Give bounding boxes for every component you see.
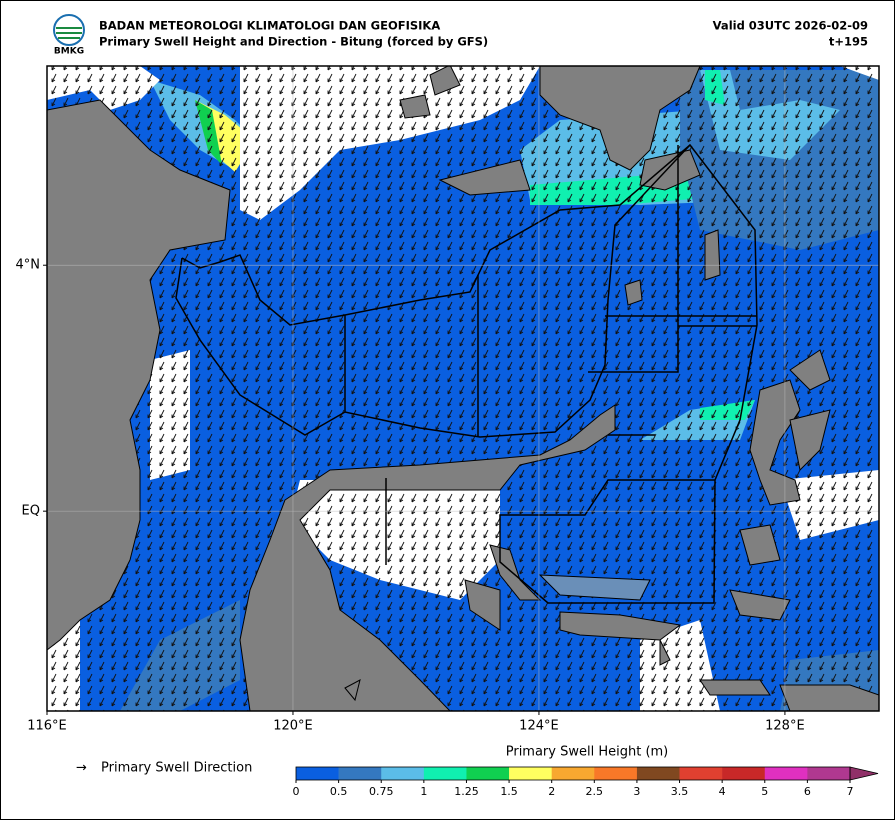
colorbar-tick-label: 7 bbox=[847, 785, 854, 798]
colorbar-tick-label: 2.5 bbox=[586, 785, 604, 798]
colorbar-segment bbox=[466, 767, 510, 780]
colorbar-tick-label: 5 bbox=[761, 785, 768, 798]
colorbar-segment bbox=[509, 767, 552, 780]
map bbox=[47, 66, 879, 711]
graticule: 116°E 120°E 124°E 128°E 4°N EQ bbox=[16, 66, 879, 734]
colorbar-tick-label: 1 bbox=[420, 785, 427, 798]
agency: BADAN METEOROLOGI KLIMATOLOGI DAN GEOFIS… bbox=[99, 19, 440, 33]
valid-time: Valid 03UTC 2026-02-09 bbox=[713, 19, 868, 33]
y-tick-label: EQ bbox=[22, 504, 40, 519]
logo: BMKG bbox=[53, 14, 85, 57]
colorbar-segment bbox=[594, 767, 638, 780]
colorbar-tick-label: 0.5 bbox=[330, 785, 348, 798]
colorbar-segment bbox=[296, 767, 339, 780]
subtitle: Primary Swell Height and Direction - Bit… bbox=[99, 35, 488, 49]
colorbar: 0 0.5 0.75 1 1.25 1.5 2 2.5 3 3.5 4 5 6 7 bbox=[293, 766, 879, 798]
colorbar-tick-label: 0 bbox=[293, 785, 300, 798]
x-tick-label: 128°E bbox=[765, 719, 805, 734]
colorbar-tick-label: 2 bbox=[548, 785, 555, 798]
colorbar-tick-label: 3 bbox=[633, 785, 640, 798]
colorbar-segment bbox=[338, 767, 382, 780]
x-tick-label: 116°E bbox=[27, 719, 67, 734]
colorbar-outline bbox=[295, 766, 851, 781]
colorbar-tick-label: 0.75 bbox=[369, 785, 394, 798]
lead-time: t+195 bbox=[829, 35, 868, 49]
colorbar-segment bbox=[381, 767, 425, 780]
colorbar-segment bbox=[551, 767, 595, 780]
y-tick-label: 4°N bbox=[16, 258, 41, 273]
colorbar-segment bbox=[807, 767, 851, 780]
colorbar-tick-label: 1.5 bbox=[500, 785, 518, 798]
colorbar-segment bbox=[423, 767, 467, 780]
map-frame bbox=[46, 65, 880, 712]
colorbar-tick-label: 3.5 bbox=[671, 785, 689, 798]
colorbar-segment bbox=[679, 767, 723, 780]
colorbar-title: Primary Swell Height (m) bbox=[506, 745, 669, 760]
colorbar-segment bbox=[722, 767, 766, 780]
colorbar-segment bbox=[636, 767, 680, 780]
direction-symbol: → bbox=[76, 761, 87, 776]
forecast-area-borders bbox=[175, 143, 758, 604]
x-tick-label: 120°E bbox=[273, 719, 313, 734]
colorbar-tick-label: 6 bbox=[804, 785, 811, 798]
logo-text: BMKG bbox=[54, 47, 84, 57]
land bbox=[47, 66, 879, 711]
x-tick-label: 124°E bbox=[519, 719, 559, 734]
colorbar-segment bbox=[764, 767, 808, 780]
colorbar-tick-label: 1.25 bbox=[454, 785, 479, 798]
direction-label: Primary Swell Direction bbox=[101, 761, 252, 776]
colorbar-tick-label: 4 bbox=[719, 785, 726, 798]
